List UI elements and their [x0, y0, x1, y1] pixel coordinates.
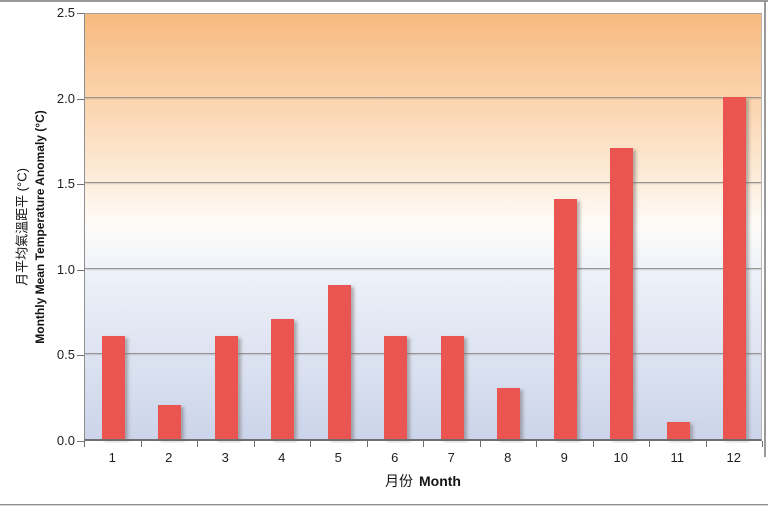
x-tick-mark: [140, 441, 142, 447]
bar-month-6: [384, 336, 408, 439]
x-tick-mark: [649, 441, 650, 447]
bar-month-4: [271, 319, 295, 439]
x-tick-label-5: 5: [334, 450, 342, 465]
y-tick-mark: [77, 441, 84, 442]
bar-month-7: [440, 336, 464, 439]
window-border-top: [0, 0, 768, 2]
plot-area: [84, 13, 762, 441]
bar-month-1: [101, 336, 125, 439]
x-tick-label-2: 2: [165, 450, 173, 465]
x-tick-mark: [536, 441, 537, 447]
y-tick-label-0.5: 0.5: [56, 347, 75, 363]
x-tick-mark: [197, 441, 198, 447]
x-tick-label-9: 9: [560, 450, 568, 465]
y-tick-label-2.5: 2.5: [56, 5, 75, 20]
x-tick-label-12: 12: [726, 450, 741, 465]
bar-month-5: [327, 284, 351, 439]
y-tick-label-2.0: 2.0: [56, 90, 75, 106]
y-tick-mark: [77, 355, 84, 357]
x-tick-mark: [84, 441, 85, 447]
bar-month-2: [158, 404, 182, 439]
bar-month-10: [610, 147, 634, 439]
y-tick-label-0.0: 0.0: [56, 433, 75, 448]
x-axis-title-zh: 月份: [385, 473, 413, 489]
y-axis-title-en: Monthly Mean Temperature Anomaly (°C): [33, 110, 47, 344]
window-border-right: [764, 0, 766, 457]
bar-month-9: [553, 199, 577, 439]
x-tick-mark: [366, 441, 368, 447]
bar-month-3: [214, 336, 238, 439]
y-tick-mark: [77, 184, 84, 186]
x-tick-label-11: 11: [670, 450, 685, 465]
window-bottom-divider-highlight: [0, 505, 768, 506]
x-tick-mark: [705, 441, 707, 447]
y-tick-mark: [77, 13, 84, 14]
gridline-0.5: [85, 353, 761, 355]
x-tick-mark: [310, 441, 311, 447]
y-tick-mark: [77, 269, 84, 271]
x-tick-label-3: 3: [221, 450, 229, 465]
x-tick-label-4: 4: [278, 450, 286, 465]
window-bottom-divider: [0, 504, 768, 505]
x-tick-label-7: 7: [447, 450, 455, 465]
gridline-1.0: [85, 267, 761, 269]
x-axis-title: 月份 Month: [84, 471, 762, 491]
x-tick-mark: [253, 441, 255, 447]
x-tick-mark: [762, 441, 763, 447]
x-axis-title-en: Month: [419, 473, 461, 489]
x-tick-label-1: 1: [108, 450, 116, 465]
bar-month-11: [666, 421, 690, 439]
y-tick-mark: [77, 98, 84, 100]
x-tick-label-8: 8: [504, 450, 512, 465]
y-tick-label-1.5: 1.5: [56, 176, 75, 192]
gridline-2.0: [85, 96, 761, 98]
bar-month-12: [723, 96, 747, 439]
bar-month-8: [497, 387, 521, 439]
x-tick-label-10: 10: [613, 450, 628, 465]
x-tick-mark: [592, 441, 594, 447]
x-tick-mark: [479, 441, 481, 447]
gridline-1.5: [85, 182, 761, 184]
x-tick-label-6: 6: [391, 450, 399, 465]
x-tick-mark: [423, 441, 424, 447]
y-tick-label-1.0: 1.0: [56, 261, 75, 277]
